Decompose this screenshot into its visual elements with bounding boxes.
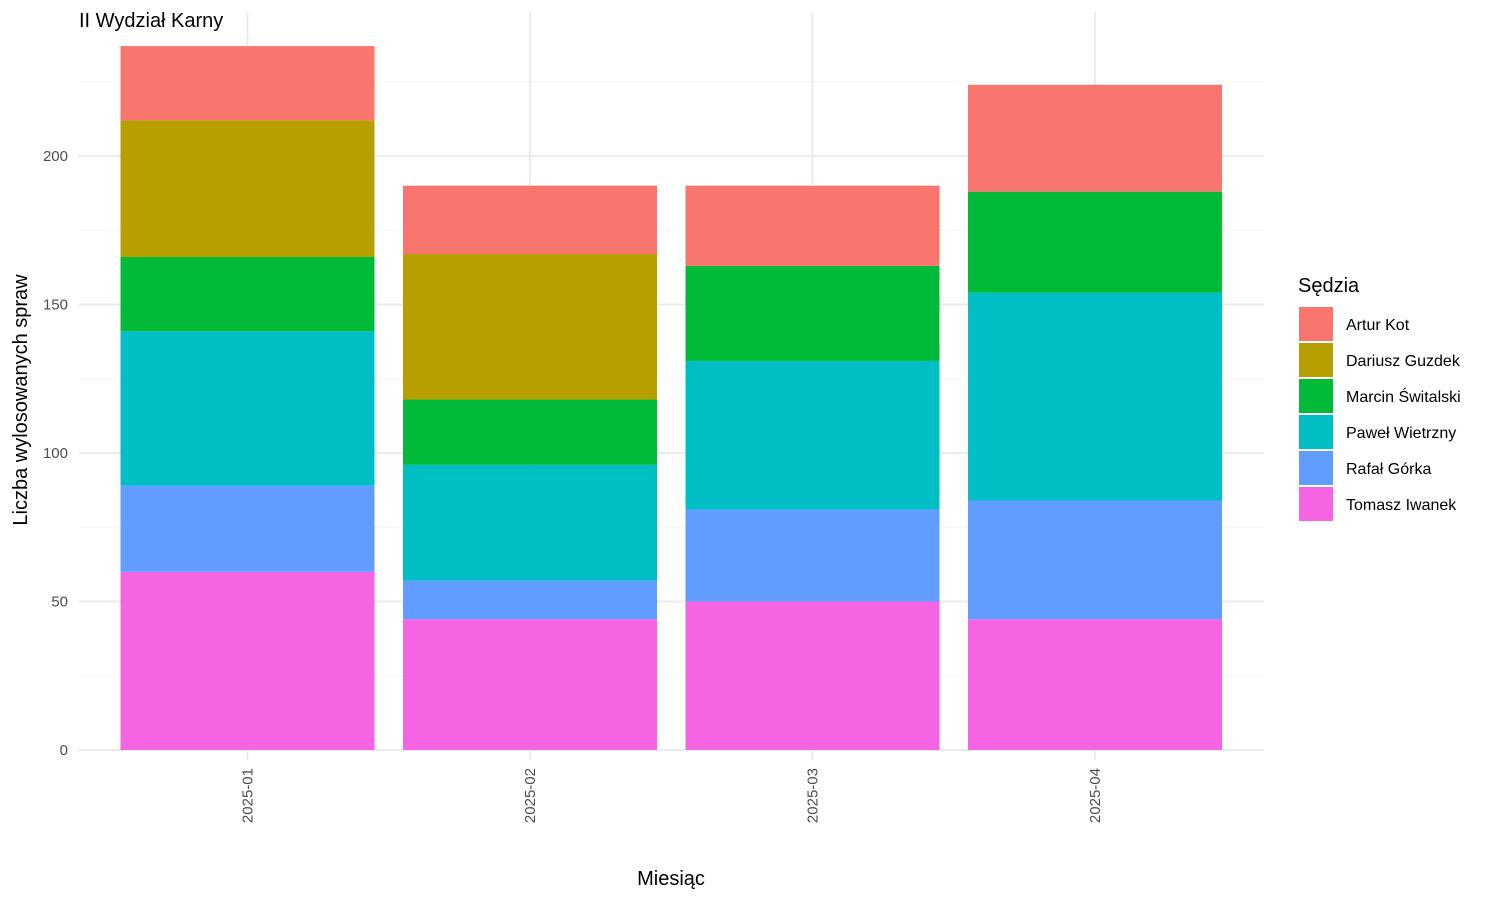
bar-segment (968, 191, 1222, 293)
legend-swatch (1299, 451, 1333, 485)
y-tick-label: 100 (43, 445, 68, 462)
bars (120, 46, 1222, 750)
bar-segment (403, 464, 657, 581)
bar-segment (403, 185, 657, 255)
legend-label: Paweł Wietrzny (1346, 425, 1456, 442)
legend-swatch (1299, 487, 1333, 521)
bar-segment (120, 120, 375, 257)
bar-segment (685, 509, 940, 602)
legend-label: Artur Kot (1346, 317, 1410, 334)
bar-segment (685, 601, 940, 750)
bar-segment (403, 254, 657, 400)
chart-title: II Wydział Karny (79, 10, 223, 32)
bar-segment (403, 399, 657, 465)
x-axis: 2025-01 2025-02 2025-03 2025-04 (240, 768, 1105, 823)
y-tick-label: 0 (60, 742, 68, 759)
bar-segment (968, 619, 1222, 750)
legend-swatch (1299, 307, 1333, 341)
legend-label: Tomasz Iwanek (1346, 497, 1457, 514)
y-axis-title: Liczba wylosowanych spraw (10, 274, 32, 526)
bar-segment (968, 292, 1222, 501)
bar-segment (685, 360, 940, 510)
bar-segment (120, 331, 375, 486)
bar-segment (120, 46, 375, 121)
legend: Sędzia Artur Kot Dariusz Guzdek Marcin Świ… (1298, 275, 1461, 521)
x-axis-title: Miesiąc (637, 868, 705, 890)
bar-segment (685, 185, 940, 266)
bar-segment (968, 500, 1222, 620)
bar-segment (403, 580, 657, 620)
legend-label: Marcin Świtalski (1346, 387, 1461, 406)
legend-title: Sędzia (1298, 275, 1360, 297)
bar-segment (968, 84, 1222, 192)
legend-swatch (1299, 415, 1333, 449)
x-tick-label: 2025-03 (805, 768, 822, 823)
y-tick-label: 200 (43, 148, 68, 165)
legend-swatch (1299, 379, 1333, 413)
x-tick-label: 2025-01 (240, 768, 257, 823)
bar-segment (120, 256, 375, 332)
legend-label: Rafał Górka (1346, 461, 1431, 478)
bar-segment (685, 265, 940, 361)
y-axis: 0 50 100 150 200 (43, 148, 68, 759)
y-tick-label: 150 (43, 297, 68, 314)
legend-label: Dariusz Guzdek (1346, 353, 1461, 370)
bar-segment (120, 571, 375, 750)
x-tick-label: 2025-02 (522, 768, 539, 823)
x-tick-label: 2025-04 (1087, 768, 1104, 823)
legend-swatch (1299, 343, 1333, 377)
bar-segment (120, 485, 375, 572)
bar-segment (403, 619, 657, 750)
y-tick-label: 50 (51, 594, 68, 611)
